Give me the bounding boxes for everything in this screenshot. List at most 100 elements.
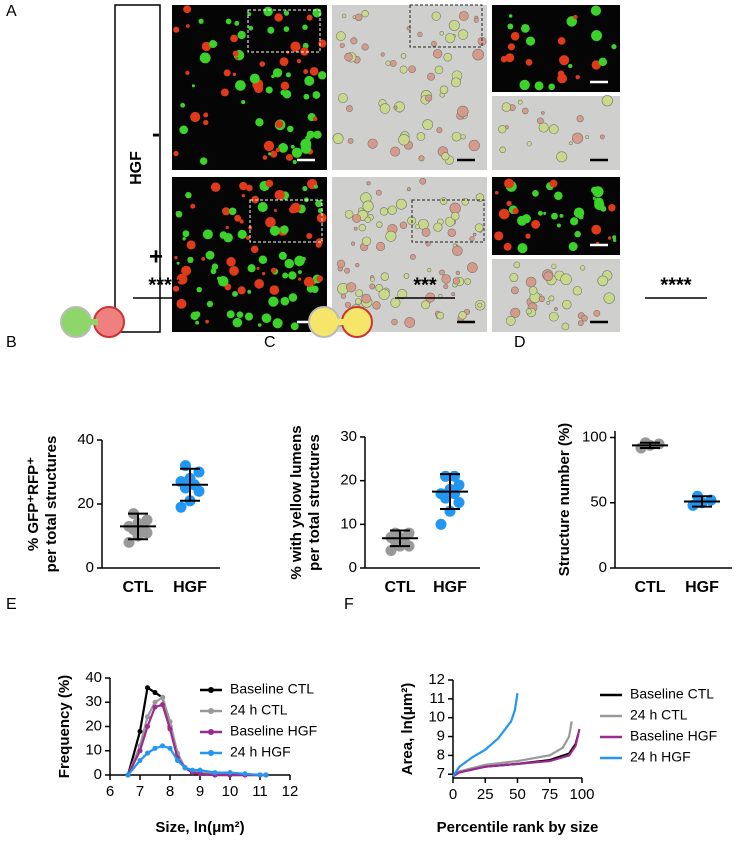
cell <box>561 322 570 331</box>
inset-box <box>247 9 321 53</box>
cell <box>287 125 294 133</box>
cell <box>443 52 453 62</box>
cell <box>313 184 318 189</box>
cell <box>379 207 389 216</box>
cell <box>182 237 186 241</box>
data-point <box>227 770 233 776</box>
cell <box>296 59 302 64</box>
data-point <box>435 518 447 530</box>
data-point <box>160 743 165 749</box>
icon-bridge <box>88 319 98 325</box>
cell <box>399 65 408 74</box>
cell <box>180 102 186 108</box>
cell <box>201 41 212 52</box>
cell <box>434 65 444 75</box>
cell <box>336 31 346 41</box>
cell <box>387 205 397 215</box>
panel-label: B <box>6 334 17 351</box>
cell <box>469 236 475 242</box>
cell <box>278 251 287 260</box>
cell <box>525 276 537 288</box>
cell <box>422 119 434 130</box>
x-tick-label: 75 <box>541 786 558 803</box>
cell <box>353 226 358 231</box>
cell <box>355 13 363 22</box>
row-label-box <box>114 4 161 333</box>
cell <box>406 187 411 192</box>
cell <box>522 107 529 115</box>
cell <box>585 135 590 139</box>
cell <box>494 190 499 195</box>
cell <box>612 235 617 240</box>
cell <box>332 133 344 144</box>
cell <box>505 53 515 63</box>
cell <box>290 322 299 331</box>
cell <box>300 138 312 150</box>
cell <box>336 259 346 269</box>
data-point <box>175 757 180 763</box>
cell <box>457 29 469 40</box>
y-tick-label: 0 <box>86 559 94 576</box>
cell <box>504 178 514 189</box>
cell <box>210 182 221 192</box>
cell <box>441 274 451 284</box>
data-point <box>145 724 150 729</box>
x-tick-label: CTL <box>384 579 415 596</box>
cell <box>457 105 469 118</box>
cell <box>608 204 616 212</box>
cell <box>244 312 254 321</box>
cell <box>397 289 408 300</box>
cell <box>300 47 309 56</box>
cell <box>568 242 578 252</box>
cell <box>315 241 322 248</box>
cell <box>269 285 280 295</box>
cell <box>452 245 463 257</box>
cell <box>232 317 243 328</box>
cell <box>452 243 457 248</box>
cell <box>302 185 308 192</box>
cell <box>219 231 228 239</box>
cell <box>450 77 461 88</box>
icon-cell <box>60 306 92 338</box>
cell <box>503 242 512 251</box>
cell <box>375 189 382 196</box>
cell <box>597 275 609 287</box>
cell <box>473 17 479 23</box>
cell <box>237 286 246 295</box>
cell <box>352 214 362 223</box>
cell <box>417 218 429 230</box>
data-point <box>197 771 203 777</box>
cell <box>220 88 229 97</box>
x-tick-label: 50 <box>509 786 526 803</box>
cell <box>202 229 213 240</box>
x-axis-label: Size, ln(μm²) <box>155 819 244 836</box>
cell <box>285 72 291 78</box>
cell <box>577 320 584 326</box>
significance: **** <box>660 274 691 296</box>
cell <box>534 81 544 91</box>
y-tick-label: 20 <box>77 495 94 512</box>
cell <box>297 277 302 281</box>
data-point <box>403 527 415 539</box>
icon-cell <box>341 306 373 338</box>
cell <box>205 250 215 260</box>
panel-label: C <box>264 334 276 351</box>
cell <box>448 19 460 31</box>
cell <box>195 320 200 325</box>
data-point <box>137 728 143 734</box>
cell <box>196 286 202 293</box>
data-point <box>687 499 699 511</box>
cell <box>416 132 426 141</box>
data-point <box>152 745 158 751</box>
cell <box>419 177 427 185</box>
cell <box>399 221 408 230</box>
cell <box>458 11 469 21</box>
cell <box>468 139 480 152</box>
cell <box>519 79 530 91</box>
cell <box>344 301 351 308</box>
cell <box>458 311 467 320</box>
cell <box>280 225 289 234</box>
cell <box>285 299 289 304</box>
icon-cell <box>308 306 340 338</box>
cell <box>380 272 389 281</box>
